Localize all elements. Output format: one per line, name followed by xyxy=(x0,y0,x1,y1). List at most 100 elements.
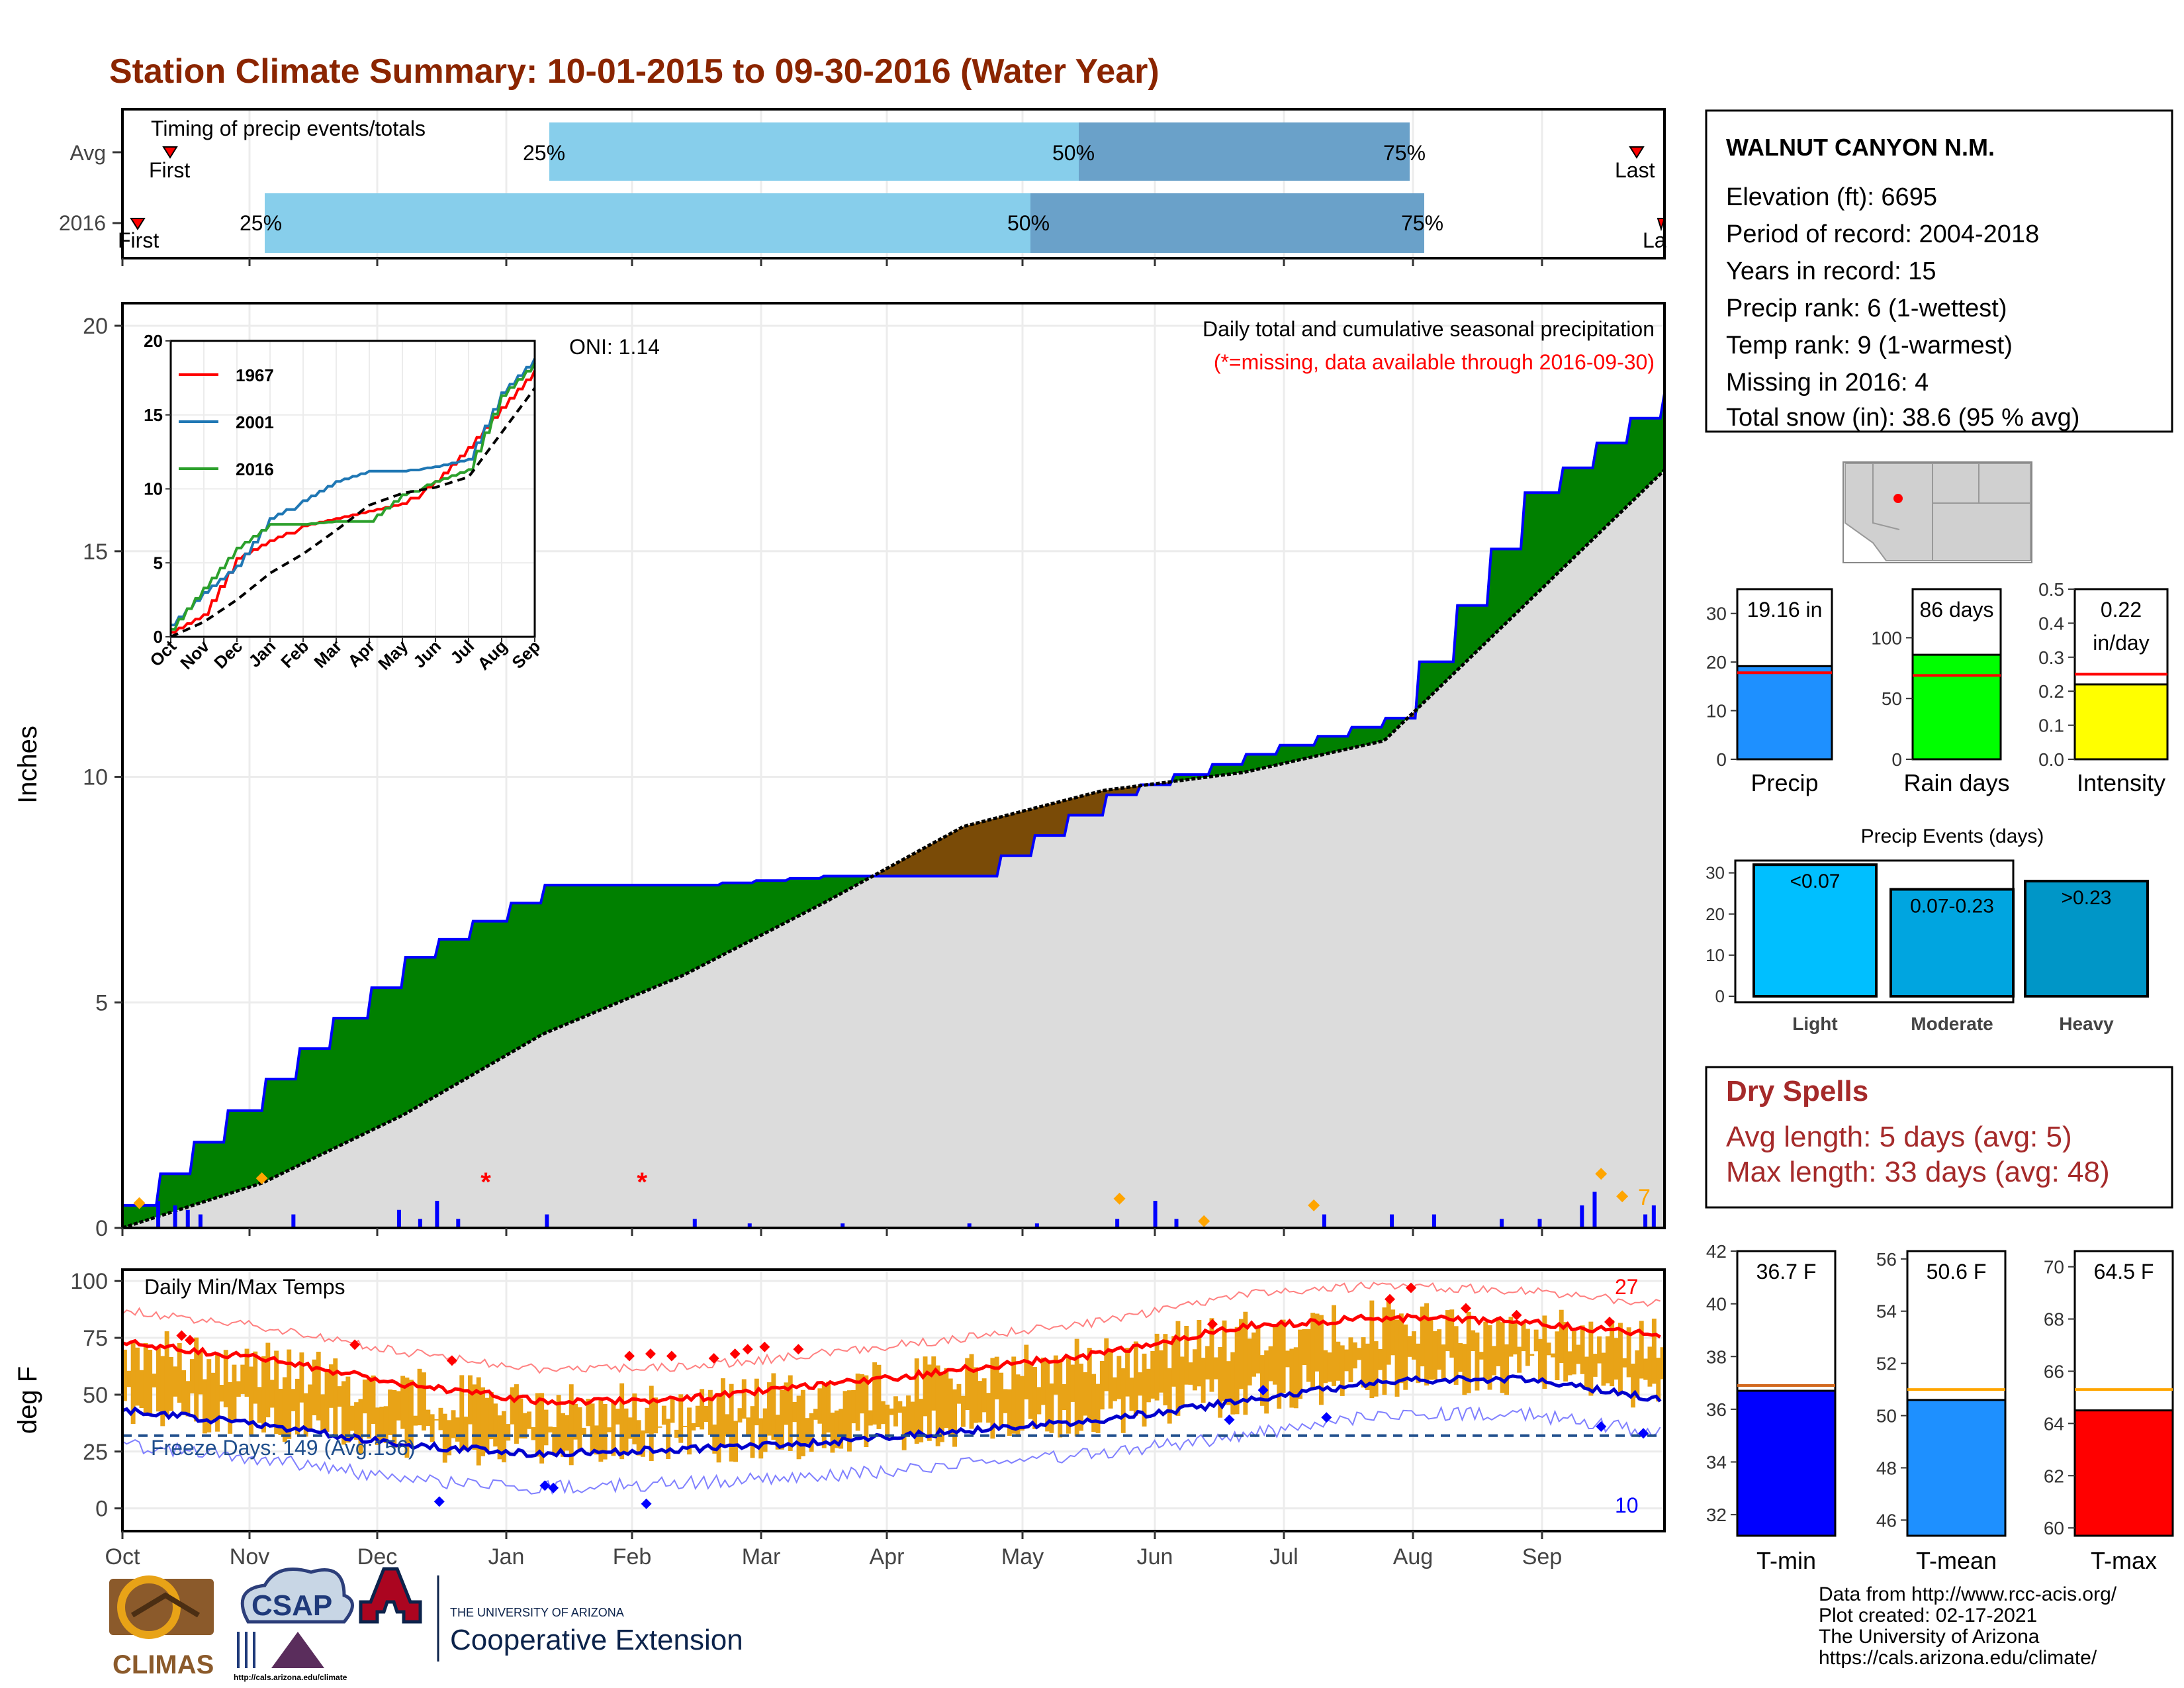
mini-bar-y-tick-label: 100 xyxy=(1871,628,1902,648)
daily-temp-range-bar xyxy=(1348,1337,1353,1383)
daily-temp-range-bar xyxy=(287,1349,292,1439)
daily-temp-range-bar xyxy=(1113,1377,1117,1401)
record-high-marker xyxy=(1206,1319,1218,1330)
record-low-marker xyxy=(1321,1412,1332,1423)
daily-temp-range-bar xyxy=(278,1389,283,1435)
daily-temp-range-bar xyxy=(704,1405,709,1422)
avg-bar-50-75 xyxy=(1079,122,1410,181)
daily-temp-range-bar xyxy=(687,1407,692,1455)
daily-temp-range-bar xyxy=(1133,1341,1138,1416)
daily-temp-range-bar xyxy=(228,1382,233,1434)
daily-temp-range-bar xyxy=(1466,1311,1471,1393)
daily-temp-range-bar xyxy=(1651,1319,1657,1384)
mini-bar-y-tick-label: 0.2 xyxy=(2038,681,2064,702)
daily-temp-range-bar xyxy=(821,1385,827,1448)
daily-temp-range-bar xyxy=(737,1408,743,1423)
mini-bar-value-label: 64.5 F xyxy=(2094,1260,2154,1284)
daily-temp-range-bar xyxy=(451,1410,456,1438)
daily-temp-range-bar xyxy=(1058,1361,1063,1438)
legend-2001: 2001 xyxy=(236,412,274,432)
daily-temp-range-bar xyxy=(729,1383,734,1462)
record-low-marker xyxy=(1596,1421,1607,1432)
mini-bar-value-label: 86 days xyxy=(1919,598,1993,622)
mini-bar-axis-label: Intensity xyxy=(2077,769,2165,796)
daily-temp-range-bar xyxy=(236,1381,241,1397)
daily-temp-range-bar xyxy=(1327,1352,1332,1382)
daily-temp-range-bar xyxy=(864,1375,869,1447)
daily-temp-range-bar xyxy=(269,1380,275,1408)
daily-temp-range-bar xyxy=(1622,1358,1627,1368)
uofa-big-text: Cooperative Extension xyxy=(450,1624,743,1656)
daily-temp-range-bar xyxy=(422,1372,426,1430)
daily-temp-range-bar xyxy=(535,1393,540,1457)
daily-temp-range-bar xyxy=(1412,1331,1416,1360)
daily-temp-range-bar xyxy=(1011,1356,1017,1434)
daily-temp-range-bar xyxy=(392,1390,397,1448)
temp-x-ticks: Oct Nov Dec Jan Feb Mar Apr May Jun Jul Aug Sep xyxy=(105,258,1562,1570)
record-high-marker xyxy=(1460,1303,1471,1314)
daily-temp-range-bar xyxy=(1251,1333,1256,1377)
csap-logo: CSAP http://cals.arizona.edu/climate xyxy=(234,1568,354,1682)
record-high-marker xyxy=(793,1344,804,1355)
daily-precip-bar xyxy=(1651,1205,1656,1228)
temp-x-tick-label: Aug xyxy=(1393,1544,1433,1570)
daily-temp-range-bar xyxy=(1150,1351,1156,1399)
record-low-marker xyxy=(433,1496,445,1507)
daily-temp-range-bar xyxy=(897,1401,903,1413)
daily-temp-range-bar xyxy=(1024,1344,1029,1399)
daily-precip-bar xyxy=(1500,1219,1504,1228)
snow-event-marker xyxy=(1308,1199,1320,1211)
daily-temp-range-bar xyxy=(1332,1305,1336,1386)
daily-temp-range-bar xyxy=(1614,1338,1619,1380)
daily-temp-range-bar xyxy=(484,1397,490,1453)
daily-temp-range-bar xyxy=(1116,1356,1122,1399)
daily-temp-range-bar xyxy=(1079,1364,1083,1431)
daily-temp-range-bar xyxy=(565,1415,570,1451)
daily-temp-range-bar xyxy=(295,1378,300,1434)
daily-temp-range-bar xyxy=(303,1393,308,1437)
mini-bar-y-tick-label: 50 xyxy=(1876,1406,1897,1427)
daily-temp-range-bar xyxy=(543,1409,549,1446)
mini-bar-axis-label: T-min xyxy=(1756,1547,1816,1574)
daily-temp-range-bar xyxy=(1424,1303,1429,1385)
daily-temp-range-bar xyxy=(219,1385,224,1402)
inset-y-tick-label: 15 xyxy=(144,405,163,425)
daily-temp-range-bar xyxy=(349,1405,355,1431)
daily-temp-range-bar xyxy=(691,1423,696,1430)
daily-temp-range-bar xyxy=(1125,1348,1130,1397)
avg-last-label: Last xyxy=(1615,158,1655,182)
station-location-dot xyxy=(1893,494,1903,503)
daily-temp-range-bar xyxy=(1500,1322,1505,1393)
daily-temp-range-bar xyxy=(324,1370,330,1432)
record-high-marker xyxy=(729,1348,741,1360)
daily-temp-range-bar xyxy=(981,1378,987,1413)
daily-temp-range-bar xyxy=(914,1358,919,1444)
daily-precip-bar xyxy=(418,1219,422,1228)
daily-precip-bar xyxy=(747,1223,752,1228)
daily-temp-range-bar xyxy=(354,1402,359,1440)
record-low-marker xyxy=(539,1480,551,1491)
avg-first-marker xyxy=(162,146,178,159)
daily-temp-range-bar xyxy=(1373,1341,1379,1397)
daily-temp-range-bar xyxy=(1357,1348,1362,1360)
oni-label: ONI: 1.14 xyxy=(569,335,660,359)
daily-temp-range-bar xyxy=(1551,1353,1555,1358)
daily-temp-range-bar xyxy=(586,1399,591,1427)
daily-temp-range-bar xyxy=(143,1342,148,1416)
daily-temp-range-bar xyxy=(851,1389,856,1424)
mini-bar-y-tick-label: 34 xyxy=(1706,1452,1727,1473)
station-line: Total snow (in): 38.6 (95 % avg) xyxy=(1726,404,2079,432)
daily-temp-range-bar xyxy=(594,1425,599,1455)
y2016-first-marker xyxy=(130,218,146,230)
daily-temp-range-bar xyxy=(244,1348,250,1397)
precip-annotation: Daily total and cumulative seasonal prec… xyxy=(1203,317,1655,341)
daily-temp-range-bar xyxy=(1163,1334,1168,1405)
daily-temp-range-bar xyxy=(1386,1299,1391,1365)
record-max-count: 27 xyxy=(1615,1275,1639,1299)
precip-y-tick-label: 5 xyxy=(95,990,108,1015)
daily-temp-range-bar xyxy=(746,1417,751,1436)
events-title: Precip Events (days) xyxy=(1861,825,2044,847)
daily-precip-bar xyxy=(1174,1219,1179,1228)
daily-temp-range-bar xyxy=(1365,1343,1370,1390)
daily-temp-range-bar xyxy=(1538,1338,1543,1383)
